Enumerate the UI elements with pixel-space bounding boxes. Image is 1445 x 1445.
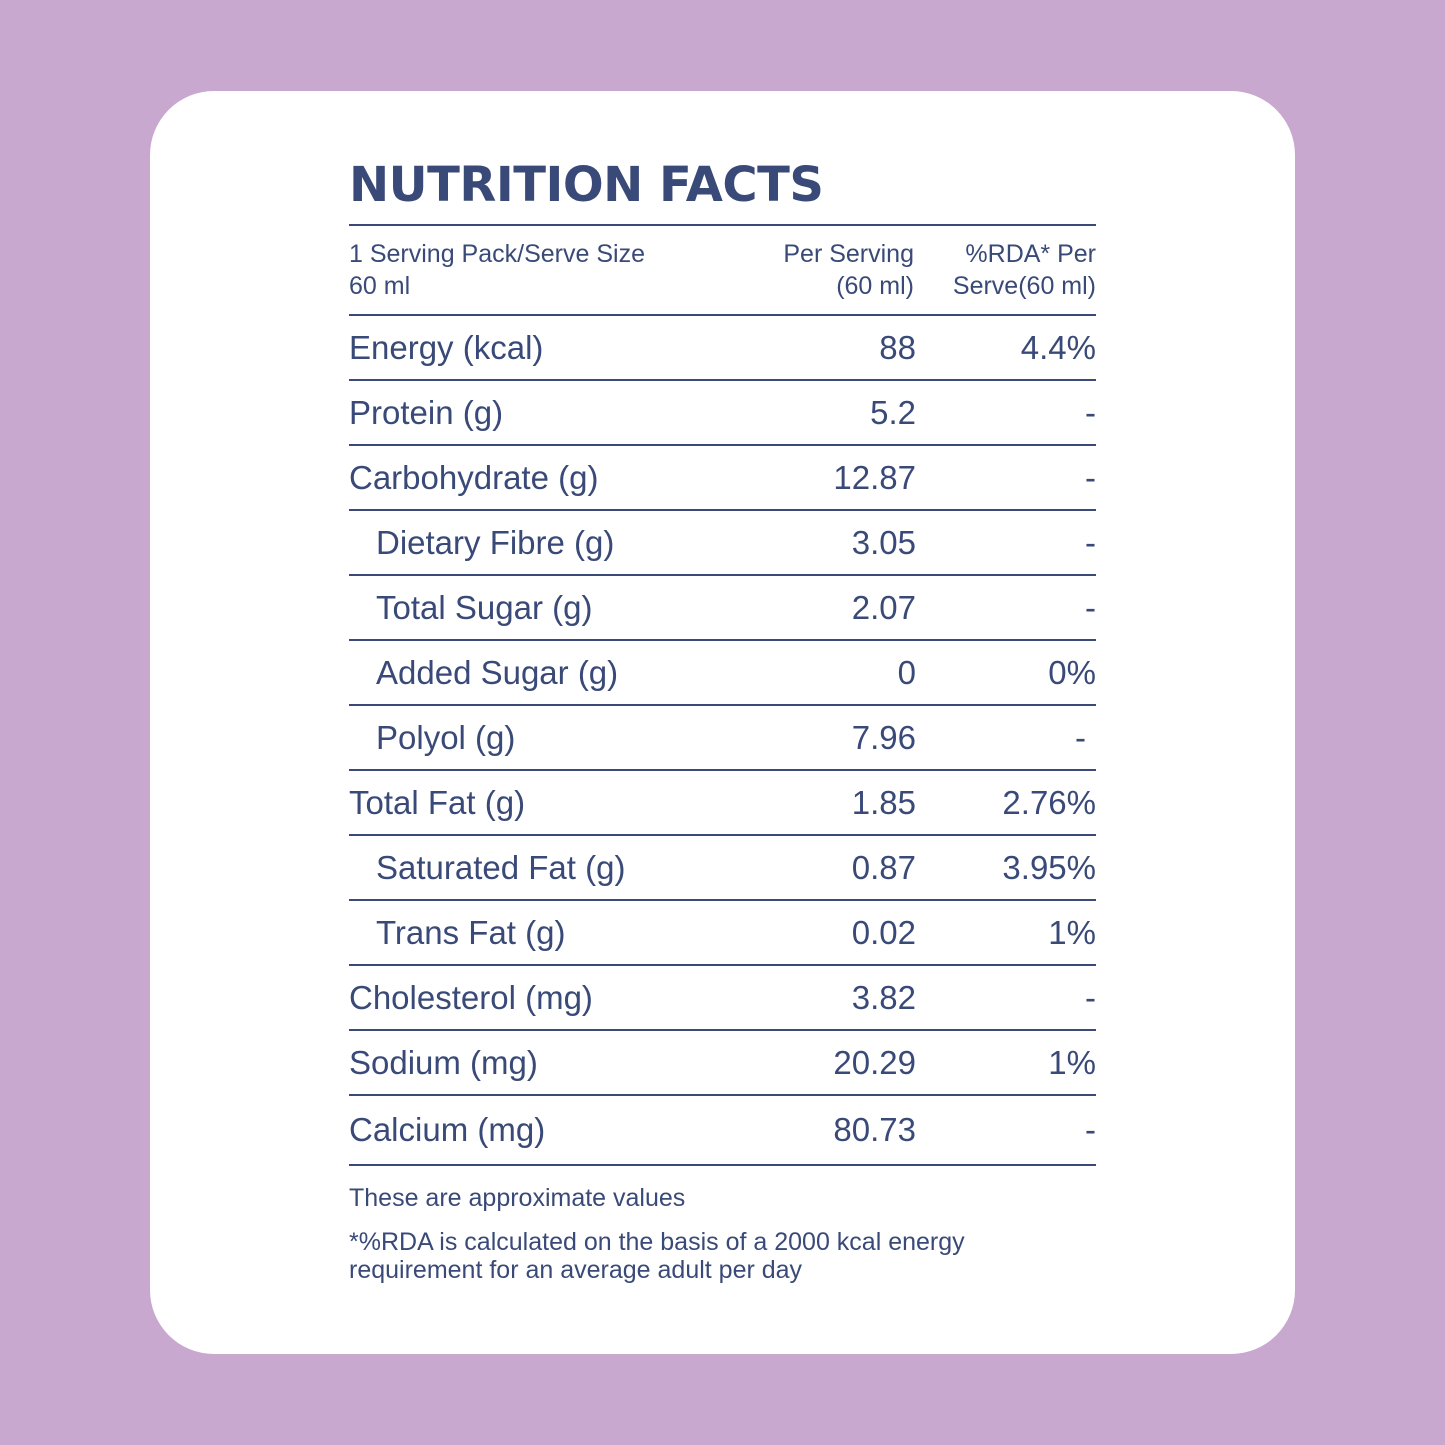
table-row: Carbohydrate (g) 12.87 - — [349, 446, 1096, 511]
per-serving-header: Per Serving (60 ml) — [749, 238, 914, 302]
per-serving-value: 0.02 — [851, 913, 916, 951]
rda-value: 1% — [1048, 913, 1096, 951]
rda-header: %RDA* Per Serve(60 ml) — [914, 238, 1096, 302]
nutrient-label: Polyol (g) — [376, 718, 516, 756]
per-serving-value: 3.82 — [851, 978, 916, 1016]
rda-value: - — [1085, 523, 1096, 561]
table-row: Energy (kcal) 88 4.4% — [349, 316, 1096, 381]
nutrient-label: Added Sugar (g) — [376, 653, 619, 691]
nutrient-label: Dietary Fibre (g) — [376, 523, 615, 561]
rda-value: - — [1075, 718, 1086, 756]
per-serving-value: 0 — [897, 653, 916, 691]
table-row: Dietary Fibre (g) 3.05 - — [349, 511, 1096, 576]
nutrient-table-body: Energy (kcal) 88 4.4% Protein (g) 5.2 - … — [349, 316, 1096, 1166]
nutrient-label: Saturated Fat (g) — [376, 848, 626, 886]
serving-size-value: 60 ml — [349, 272, 411, 300]
per-serving-value: 5.2 — [870, 393, 916, 431]
rda-unit: Serve(60 ml) — [952, 272, 1096, 300]
table-row: Cholesterol (mg) 3.82 - — [349, 966, 1096, 1031]
serving-size-header: 1 Serving Pack/Serve Size 60 ml — [349, 238, 749, 302]
per-serving-unit: (60 ml) — [836, 272, 914, 300]
nutrient-label: Energy (kcal) — [349, 328, 544, 366]
serving-size-label: 1 Serving Pack/Serve Size — [349, 240, 645, 268]
rda-value: 3.95% — [1002, 848, 1096, 886]
table-row: Calcium (mg) 80.73 - — [349, 1096, 1096, 1166]
approximate-values-note: These are approximate values — [349, 1184, 686, 1212]
table-row: Added Sugar (g) 0 0% — [349, 641, 1096, 706]
rda-value: - — [1085, 978, 1096, 1016]
per-serving-value: 12.87 — [833, 458, 916, 496]
rda-value: 0% — [1048, 653, 1096, 691]
nutrient-label: Total Sugar (g) — [376, 588, 593, 626]
table-row: Protein (g) 5.2 - — [349, 381, 1096, 446]
table-row: Polyol (g) 7.96 - — [349, 706, 1096, 771]
per-serving-value: 7.96 — [851, 718, 916, 756]
nutrition-card — [150, 91, 1295, 1354]
table-row: Total Sugar (g) 2.07 - — [349, 576, 1096, 641]
per-serving-label: Per Serving — [783, 240, 914, 268]
per-serving-value: 2.07 — [851, 588, 916, 626]
table-header: 1 Serving Pack/Serve Size 60 ml Per Serv… — [349, 226, 1096, 316]
page-title: NUTRITION FACTS — [349, 157, 824, 213]
rda-value: 4.4% — [1020, 328, 1096, 366]
nutrient-label: Carbohydrate (g) — [349, 458, 599, 496]
rda-footnote-line-2: requirement for an average adult per day — [349, 1256, 803, 1284]
table-row: Sodium (mg) 20.29 1% — [349, 1031, 1096, 1096]
table-row: Trans Fat (g) 0.02 1% — [349, 901, 1096, 966]
nutrient-label: Trans Fat (g) — [376, 913, 566, 951]
rda-footnote: *%RDA is calculated on the basis of a 20… — [349, 1228, 1096, 1284]
nutrient-label: Sodium (mg) — [349, 1043, 538, 1081]
rda-value: 1% — [1048, 1043, 1096, 1081]
rda-value: - — [1085, 588, 1096, 626]
nutrient-label: Total Fat (g) — [349, 783, 526, 821]
rda-label: %RDA* Per — [965, 240, 1096, 268]
per-serving-value: 1.85 — [851, 783, 916, 821]
per-serving-value: 20.29 — [833, 1043, 916, 1081]
footnotes: These are approximate values *%RDA is ca… — [349, 1184, 1096, 1284]
table-row: Saturated Fat (g) 0.87 3.95% — [349, 836, 1096, 901]
per-serving-value: 0.87 — [851, 848, 916, 886]
nutrient-label: Calcium (mg) — [349, 1111, 546, 1148]
table-row: Total Fat (g) 1.85 2.76% — [349, 771, 1096, 836]
title-divider — [349, 224, 1096, 226]
per-serving-value: 80.73 — [833, 1111, 916, 1148]
rda-value: 2.76% — [1002, 783, 1096, 821]
per-serving-value: 88 — [879, 328, 916, 366]
per-serving-value: 3.05 — [851, 523, 916, 561]
rda-value: - — [1085, 393, 1096, 431]
nutrient-label: Protein (g) — [349, 393, 504, 431]
rda-footnote-line-1: *%RDA is calculated on the basis of a 20… — [349, 1228, 965, 1256]
nutrition-panel: NUTRITION FACTS 1 Serving Pack/Serve Siz… — [349, 150, 1096, 1284]
nutrient-label: Cholesterol (mg) — [349, 978, 593, 1016]
rda-value: - — [1085, 1111, 1096, 1148]
rda-value: - — [1085, 458, 1096, 496]
